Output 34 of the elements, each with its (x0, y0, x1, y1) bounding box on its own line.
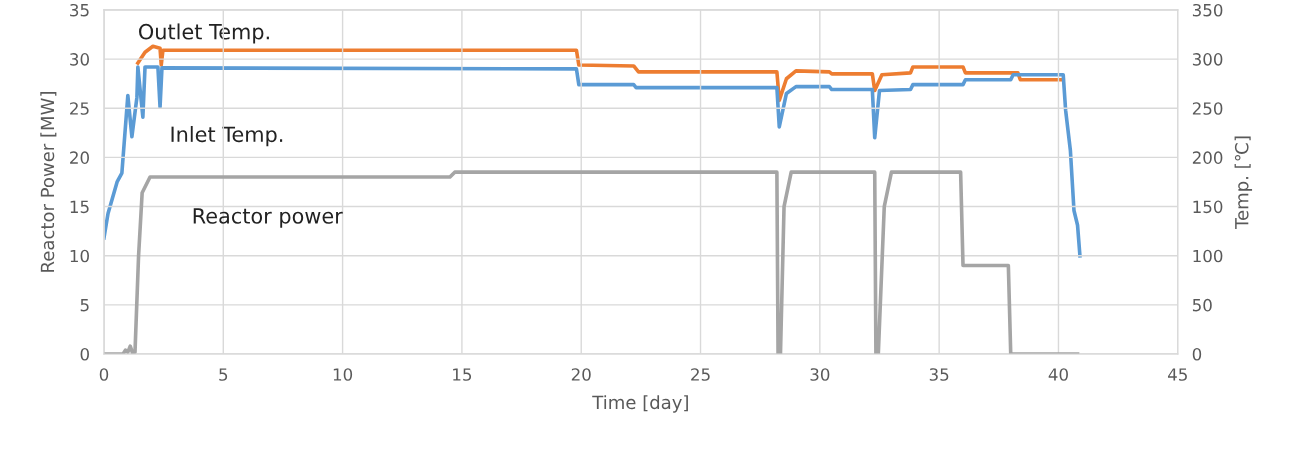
y2-tick-label: 100 (1193, 249, 1223, 263)
y-axis-title: Reactor Power [MW] (40, 92, 57, 272)
y2-tick-label: 50 (1192, 298, 1212, 312)
y-tick-label: 10 (70, 249, 89, 263)
y-tick-label: 20 (70, 151, 89, 164)
y2-tick-label: 150 (1193, 200, 1223, 214)
y-tick-label: 15 (70, 200, 89, 214)
y-tick-label: 35 (70, 3, 89, 17)
y-tick-label: 30 (70, 53, 89, 66)
series-label: Outlet Temp. (139, 23, 269, 44)
y2-tick-label: 300 (1192, 53, 1223, 66)
y2-tick-label: 250 (1192, 102, 1223, 115)
x-tick-label: 10 (333, 368, 353, 381)
y2-tick-label: 350 (1192, 3, 1223, 17)
y2-axis-title: Temp. [℃] (1234, 136, 1253, 230)
x-tick-label: 30 (810, 368, 830, 381)
series-label: Reactor power (193, 208, 343, 228)
x-tick-label: 40 (1048, 368, 1068, 381)
x-tick-label: 20 (571, 368, 591, 381)
y2-tick-label: 0 (1192, 348, 1202, 361)
x-tick-label: 5 (219, 368, 228, 381)
x-tick-label: 45 (1167, 368, 1187, 381)
line-series (103, 65, 1082, 258)
y2-tick-label: 200 (1192, 151, 1223, 164)
y-tick-label: 0 (80, 348, 89, 361)
x-tick-label: 0 (99, 368, 109, 381)
y-tick-label: 25 (70, 102, 89, 115)
y-tick-label: 5 (80, 299, 89, 312)
x-tick-label: 15 (453, 368, 472, 381)
x-axis-title: Time [day] (592, 395, 688, 413)
x-tick-label: 35 (929, 368, 949, 381)
line-series (103, 170, 1080, 355)
series-label: Inlet Temp. (171, 126, 283, 147)
x-tick-label: 25 (691, 368, 710, 381)
